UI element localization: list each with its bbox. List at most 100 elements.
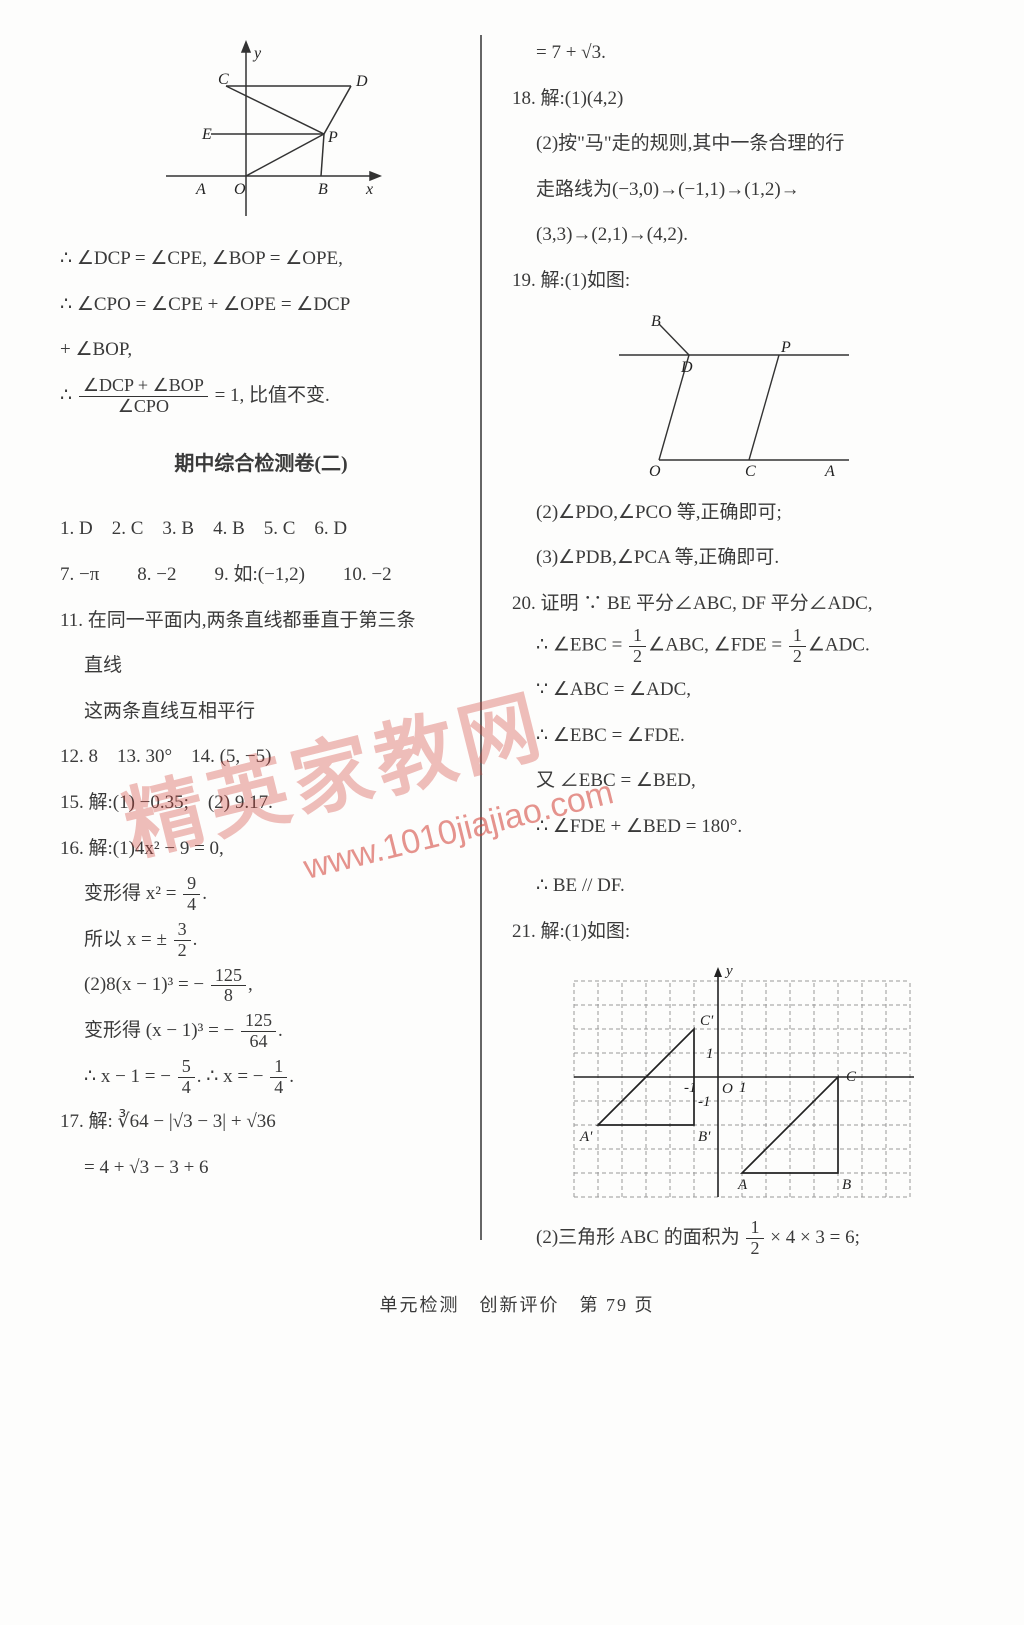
diagram-1: y C D E P A O B x	[136, 36, 386, 226]
fraction: 125 8	[211, 966, 246, 1007]
text-line: 又 ∠EBC = ∠BED,	[512, 758, 956, 804]
page-footer: 单元检测 创新评价 第 79 页	[60, 1284, 974, 1327]
two-column-layout: y C D E P A O B x ∴ ∠DCP = ∠CPE, ∠BOP = …	[60, 30, 974, 1260]
fraction-num: ∠DCP + ∠BOP	[79, 376, 208, 397]
text-span: ∠ABC, ∠FDE =	[648, 635, 787, 656]
fraction-den: 2	[789, 647, 806, 667]
fraction-num: 5	[178, 1057, 195, 1078]
fraction-num: 3	[174, 920, 191, 941]
diagram-2: B D P O C A	[599, 310, 869, 480]
pt-D: D	[680, 359, 693, 376]
text-line: 变形得 (x − 1)³ = − 125 64 .	[60, 1008, 462, 1054]
svg-text:-1: -1	[698, 1094, 711, 1110]
svg-text:B': B'	[698, 1129, 711, 1145]
text-span: 变形得 x² =	[84, 883, 181, 904]
fraction-num: 125	[241, 1011, 276, 1032]
text-line: 变形得 x² = 9 4 .	[60, 871, 462, 917]
svg-text:1: 1	[706, 1046, 714, 1062]
text-span: = 1, 比值不变.	[210, 385, 330, 406]
fraction: ∠DCP + ∠BOP ∠CPO	[79, 376, 208, 417]
text-line: (3)∠PDB,∠PCA 等,正确即可.	[512, 535, 956, 581]
text-span: (2)三角形 ABC 的面积为	[536, 1227, 740, 1248]
text-span: (2)8(x − 1)³ = −	[84, 974, 209, 995]
text-line: (2)8(x − 1)³ = − 125 8 ,	[60, 962, 462, 1008]
left-column: y C D E P A O B x ∴ ∠DCP = ∠CPE, ∠BOP = …	[60, 30, 480, 1260]
text-line: 15. 解:(1) −0.35; (2) 9.17.	[60, 780, 462, 826]
fraction-num: 1	[789, 626, 806, 647]
fraction: 9 4	[183, 874, 200, 915]
pt-A: A	[195, 181, 206, 198]
fraction-num: 125	[211, 966, 246, 987]
svg-text:C: C	[846, 1069, 857, 1085]
axis-y-label: y	[252, 45, 262, 62]
fraction-den: ∠CPO	[79, 397, 208, 417]
pt-D: D	[355, 73, 368, 90]
pt-O: O	[649, 463, 661, 480]
text-line: ∴ BE // DF.	[512, 863, 956, 909]
text-span: 变形得 (x − 1)³ = −	[84, 1020, 239, 1041]
text-line: 所以 x = ± 3 2 .	[60, 917, 462, 963]
svg-text:A': A'	[579, 1129, 593, 1145]
text-line: ∵ ∠ABC = ∠ADC,	[512, 667, 956, 713]
text-span: × 4 × 3 = 6;	[766, 1227, 860, 1248]
pt-P: P	[327, 129, 338, 146]
text-line: 11. 在同一平面内,两条直线都垂直于第三条	[60, 598, 462, 644]
fraction: 1 4	[270, 1057, 287, 1098]
fraction-num: 1	[746, 1218, 763, 1239]
fraction-den: 8	[211, 986, 246, 1006]
text-line: (2)三角形 ABC 的面积为 1 2 × 4 × 3 = 6;	[512, 1215, 956, 1261]
section-title: 期中综合检测卷(二)	[60, 440, 462, 488]
fraction: 1 2	[629, 626, 646, 667]
pt-C: C	[218, 71, 229, 88]
fraction: 125 64	[241, 1011, 276, 1052]
fraction-num: 9	[183, 874, 200, 895]
pt-O: O	[234, 181, 246, 198]
text-line: ∴ ∠DCP = ∠CPE, ∠BOP = ∠OPE,	[60, 236, 462, 282]
text-line: 21. 解:(1)如图:	[512, 909, 956, 955]
fraction: 1 2	[789, 626, 806, 667]
text-line: ∴ ∠FDE + ∠BED = 180°.	[512, 804, 956, 850]
fraction-den: 4	[270, 1078, 287, 1098]
text-span: 所以 x = ±	[84, 929, 172, 950]
text-span: . ∴ x = −	[197, 1066, 269, 1087]
pt-E: E	[201, 126, 212, 143]
text-span: ∴ ∠EBC =	[536, 635, 627, 656]
fraction-den: 64	[241, 1032, 276, 1052]
fraction-den: 2	[746, 1239, 763, 1259]
text-span: ∠ADC.	[808, 635, 870, 656]
svg-text:C': C'	[700, 1013, 714, 1029]
text-line: 7. −π 8. −2 9. 如:(−1,2) 10. −2	[60, 552, 462, 598]
svg-text:B: B	[842, 1177, 851, 1193]
text-line: 12. 8 13. 30° 14. (5, −5)	[60, 734, 462, 780]
fraction-num: 1	[270, 1057, 287, 1078]
text-line: 这两条直线互相平行	[60, 689, 462, 735]
svg-text:O: O	[722, 1081, 733, 1097]
pt-B: B	[651, 313, 661, 330]
fraction: 3 2	[174, 920, 191, 961]
text-line: 1. D 2. C 3. B 4. B 5. C 6. D	[60, 506, 462, 552]
fraction-num: 1	[629, 626, 646, 647]
text-line: ∴ ∠EBC = ∠FDE.	[512, 713, 956, 759]
svg-text:y: y	[724, 963, 733, 979]
pt-A: A	[824, 463, 835, 480]
text-line: (2)∠PDO,∠PCO 等,正确即可;	[512, 490, 956, 536]
text-line: (3,3)→(2,1)→(4,2).	[512, 212, 956, 258]
pt-C: C	[745, 463, 756, 480]
text-line: 20. 证明 ∵ BE 平分∠ABC, DF 平分∠ADC,	[512, 581, 956, 627]
fraction-den: 2	[174, 941, 191, 961]
fraction-den: 4	[183, 895, 200, 915]
text-line: ∴ ∠CPO = ∠CPE + ∠OPE = ∠DCP	[60, 282, 462, 328]
text-line: 16. 解:(1)4x² − 9 = 0,	[60, 826, 462, 872]
text-line: + ∠BOP,	[60, 327, 462, 373]
axis-x-label: x	[365, 181, 373, 198]
text-line: 走路线为(−3,0)→(−1,1)→(1,2)→	[512, 167, 956, 213]
text-line: (2)按"马"走的规则,其中一条合理的行	[512, 121, 956, 167]
svg-text:1: 1	[739, 1080, 747, 1096]
page: 精英家教网 www.1010jiajiao.com	[0, 0, 1024, 1625]
fraction-den: 4	[178, 1078, 195, 1098]
text-line: ∴ ∠EBC = 1 2 ∠ABC, ∠FDE = 1 2 ∠ADC.	[512, 626, 956, 667]
text-line: = 4 + √3 − 3 + 6	[60, 1145, 462, 1191]
svg-text:-1: -1	[684, 1080, 697, 1096]
text-line: ∴ ∠DCP + ∠BOP ∠CPO = 1, 比值不变.	[60, 373, 462, 419]
text-line: ∴ x − 1 = − 5 4 . ∴ x = − 1 4 .	[60, 1054, 462, 1100]
